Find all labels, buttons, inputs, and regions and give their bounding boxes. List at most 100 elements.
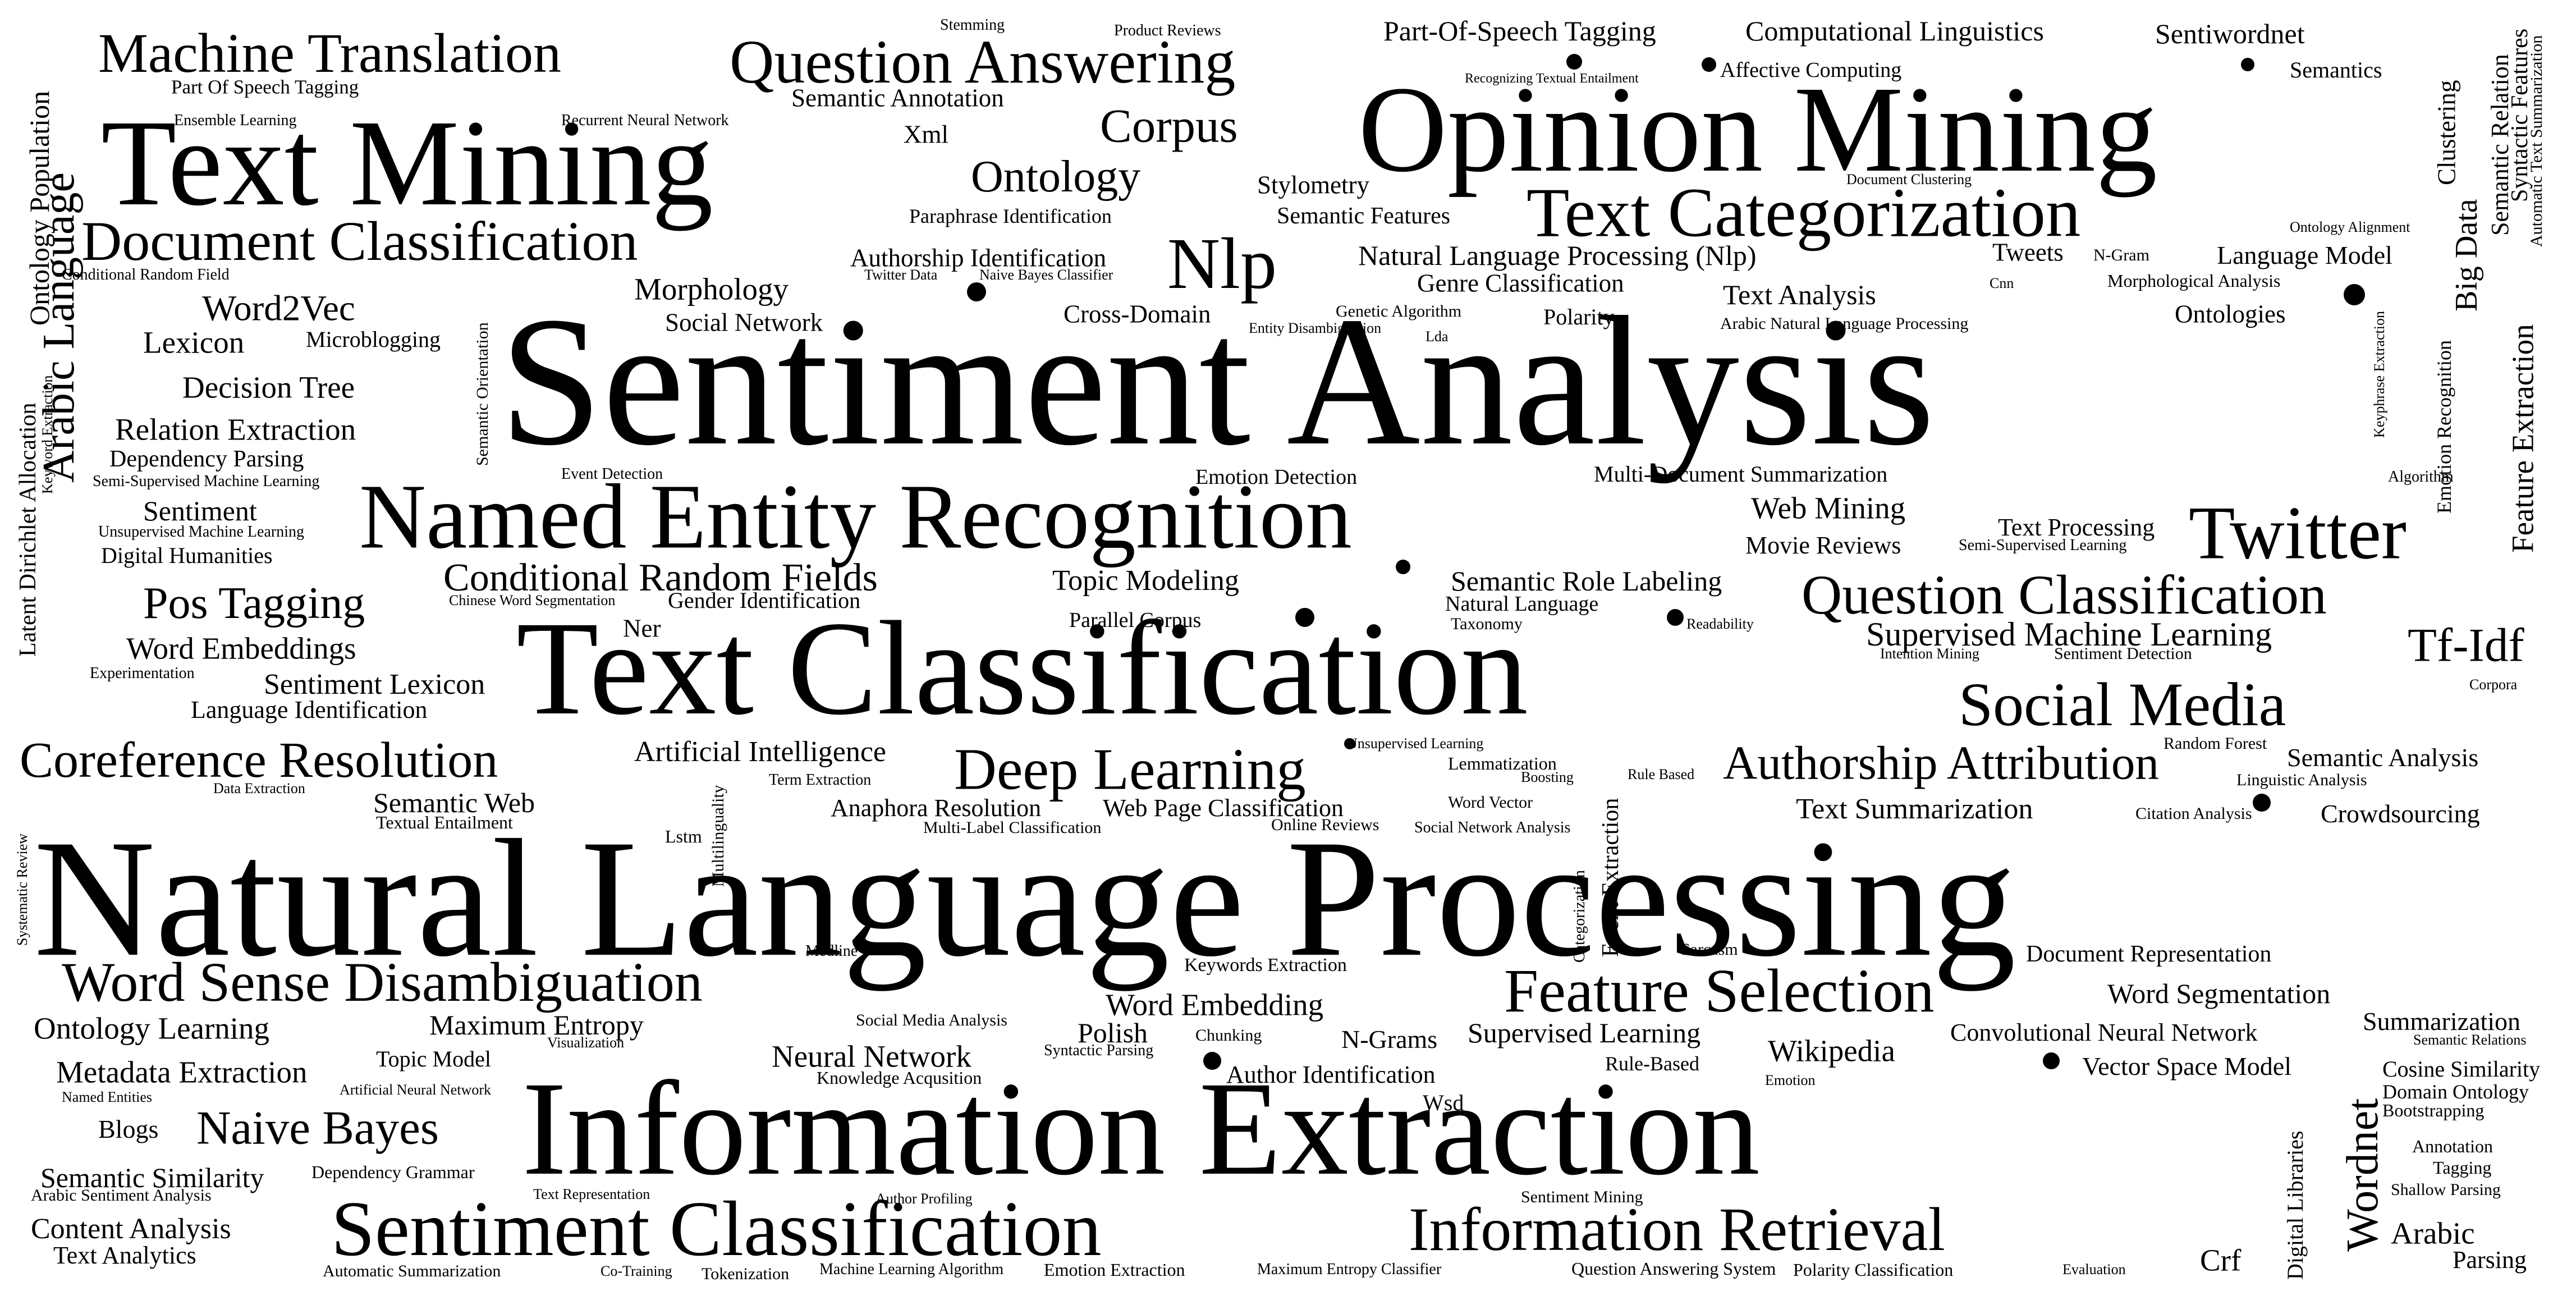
word-text-analytics: Text Analytics: [53, 1242, 196, 1269]
word-annotation: Annotation: [2412, 1136, 2493, 1156]
word-arabic-sentiment-analysis: Arabic Sentiment Analysis: [31, 1186, 212, 1205]
word-document-classification: Document Classification: [81, 210, 638, 272]
word-corpus: Corpus: [1100, 99, 1238, 153]
word-crf: Crf: [2200, 1243, 2242, 1277]
word-ontology-learning: Ontology Learning: [34, 1011, 270, 1046]
word-language-model: Language Model: [2217, 241, 2392, 269]
word-polarity: Polarity: [1543, 304, 1615, 329]
word-semantics: Semantics: [2290, 57, 2382, 83]
word-text-mining: Text Mining: [101, 94, 713, 231]
decorative-dot: [1702, 57, 1716, 72]
word-text-processing: Text Processing: [1998, 514, 2155, 541]
word-tweets: Tweets: [1992, 238, 2064, 267]
word-dependency-grammar: Dependency Grammar: [311, 1162, 475, 1182]
word-feature-selection: Feature Selection: [1504, 956, 1935, 1025]
word-vector-space-model: Vector Space Model: [2082, 1052, 2291, 1080]
word-part-of-speech-tagging: Part Of Speech Tagging: [171, 76, 359, 98]
word-semantic-analysis: Semantic Analysis: [2287, 743, 2479, 772]
word-keyphrase-extraction: Keyphrase Extraction: [2371, 311, 2387, 438]
word-movie-reviews: Movie Reviews: [1745, 532, 1901, 559]
word-semantic-orientation: Semantic Orientation: [473, 322, 492, 466]
word-gender-identification: Gender Identification: [668, 588, 861, 613]
word-word-embedding: Word Embedding: [1106, 987, 1324, 1022]
word-ontologies: Ontologies: [2175, 300, 2286, 328]
word-question-answering: Question Answering: [730, 28, 1236, 96]
word-recognizing-textual-entailment: Recognizing Textual Entailment: [1465, 71, 1639, 86]
word-feature-extraction: Feature Extraction: [2505, 324, 2540, 553]
word-multilinguality: Multilinguality: [709, 785, 727, 887]
word-sentiment-classification: Sentiment Classification: [331, 1185, 1102, 1272]
word-microblogging: Microblogging: [306, 327, 441, 352]
word-part-of-speech-tagging: Part-Of-Speech Tagging: [1383, 15, 1656, 47]
word-linguistic-analysis: Linguistic Analysis: [2236, 771, 2367, 789]
word-taxonomy: Taxonomy: [1451, 615, 1523, 633]
word-named-entities: Named Entities: [62, 1089, 153, 1105]
word-algorithm: Algorithm: [2388, 468, 2454, 486]
word-relation-extraction: Relation Extraction: [115, 412, 356, 447]
word-text-analysis: Text Analysis: [1723, 279, 1876, 310]
word-parsing: Parsing: [2453, 1246, 2527, 1274]
word-rule-based: Rule-Based: [1605, 1052, 1699, 1075]
word-information-extraction: Information Extraction: [522, 1054, 1760, 1203]
word-random-forest: Random Forest: [2164, 734, 2267, 753]
word-web-page-classification: Web Page Classification: [1103, 794, 1344, 822]
word-twitter-data: Twitter Data: [864, 267, 938, 283]
decorative-dot: [1295, 608, 1314, 627]
word-machine-translation: Machine Translation: [98, 22, 561, 84]
word-artificial-neural-network: Artificial Neural Network: [340, 1082, 492, 1098]
word-sentiment: Sentiment: [143, 495, 257, 526]
word-text-categorization: Text Categorization: [1527, 174, 2081, 252]
word-n-grams: N-Grams: [1341, 1025, 1438, 1054]
word-social-media-analysis: Social Media Analysis: [856, 1011, 1007, 1029]
word-author-profiling: Author Profiling: [876, 1190, 973, 1207]
word-machine-learning-algorithm: Machine Learning Algorithm: [819, 1261, 1004, 1278]
word-content-analysis: Content Analysis: [31, 1213, 231, 1245]
word-deep-learning: Deep Learning: [954, 736, 1306, 802]
word-readability: Readability: [1686, 616, 1754, 632]
word-semantic-features: Semantic Features: [1277, 203, 1451, 229]
word-experimentation: Experimentation: [90, 665, 195, 682]
word-ontology-population: Ontology Population: [24, 90, 55, 326]
word-unsupervised-machine-learning: Unsupervised Machine Learning: [98, 523, 304, 541]
decorative-dot: [2253, 794, 2271, 812]
word-cross-domain: Cross-Domain: [1064, 300, 1211, 328]
word-language-identification: Language Identification: [191, 696, 428, 724]
word-sentiwordnet: Sentiwordnet: [2155, 18, 2305, 49]
word-cosine-similarity: Cosine Similarity: [2382, 1056, 2541, 1082]
word-summarization: Summarization: [2363, 1007, 2521, 1036]
word-natural-language-processing-nlp: Natural Language Processing (Nlp): [1358, 240, 1757, 271]
decorative-dot: [967, 282, 986, 301]
word-affective-computing: Affective Computing: [1720, 58, 1902, 82]
word-sarcasm: Sarcasm: [1681, 940, 1738, 959]
word-supervised-learning: Supervised Learning: [1468, 1017, 1701, 1048]
word-question-answering-system: Question Answering System: [1571, 1258, 1776, 1279]
word-convolutional-neural-network: Convolutional Neural Network: [1950, 1019, 2258, 1046]
word-morphological-analysis: Morphological Analysis: [2107, 271, 2281, 291]
word-chinese-word-segmentation: Chinese Word Segmentation: [449, 592, 616, 608]
word-anaphora-resolution: Anaphora Resolution: [831, 794, 1042, 822]
decorative-dot: [2241, 58, 2254, 71]
word-authorship-attribution: Authorship Attribution: [1723, 736, 2159, 790]
word-naive-bayes-classifier: Naive Bayes Classifier: [979, 267, 1113, 283]
word-conditional-random-fields: Conditional Random Fields: [443, 556, 878, 599]
word-multi-document-summarization: Multi-Document Summarization: [1594, 461, 1888, 487]
word-word2vec: Word2Vec: [202, 288, 355, 329]
word-paraphrase-identification: Paraphrase Identification: [909, 205, 1112, 227]
word-emotion-detection: Emotion Detection: [1195, 465, 1358, 489]
word-semantic-similarity: Semantic Similarity: [40, 1162, 264, 1193]
word-web-mining: Web Mining: [1751, 491, 1906, 525]
word-domain-ontology: Domain Ontology: [2382, 1080, 2529, 1103]
word-digital-libraries: Digital Libraries: [2282, 1130, 2308, 1280]
word-co-training: Co-Training: [601, 1263, 672, 1279]
word-boosting: Boosting: [1521, 769, 1574, 785]
word-event-extraction: Event Extraction: [1598, 798, 1624, 957]
decorative-dot: [2344, 284, 2365, 305]
word-artificial-intelligence: Artificial Intelligence: [634, 736, 887, 768]
word-sentiment-analysis: Sentiment Analysis: [499, 279, 1935, 484]
word-natural-language-processing: Natural Language Processing: [34, 805, 2016, 991]
word-corpora: Corpora: [2469, 676, 2518, 693]
word-semantic-annotation: Semantic Annotation: [791, 84, 1004, 112]
word-topic-modeling: Topic Modeling: [1052, 565, 1239, 597]
word-categorization: Categorization: [1571, 870, 1588, 963]
word-evaluation: Evaluation: [2062, 1261, 2126, 1277]
